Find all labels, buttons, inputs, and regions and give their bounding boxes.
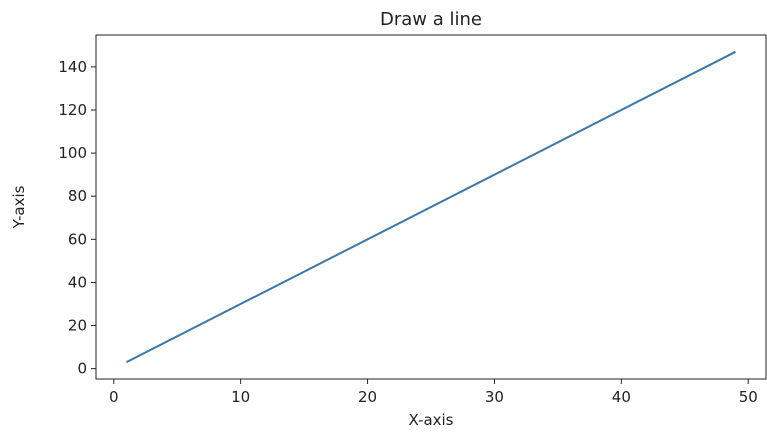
plot-area [125, 50, 737, 364]
y-tick-label: 40 [68, 273, 87, 291]
x-tick-label: 40 [612, 388, 631, 406]
y-axis-label: Y-axis [10, 185, 28, 229]
y-tick-label: 0 [77, 360, 87, 378]
x-tick-label: 50 [739, 388, 758, 406]
y-axis-ticks: 0 20 40 60 80 100 120 140 [58, 58, 96, 378]
x-axis-label: X-axis [409, 411, 454, 429]
y-tick-label: 20 [68, 317, 87, 335]
x-axis-ticks: 0 10 20 30 40 50 [109, 379, 758, 406]
y-tick-label: 100 [58, 144, 87, 162]
series-line [125, 50, 737, 364]
y-tick-label: 140 [58, 58, 87, 76]
plot-frame [95, 34, 767, 380]
x-tick-label: 20 [358, 388, 377, 406]
y-tick-label: 60 [68, 230, 87, 248]
x-tick-label: 30 [485, 388, 504, 406]
x-tick-label: 10 [231, 388, 250, 406]
chart-title: Draw a line [380, 9, 482, 30]
x-tick-label: 0 [109, 388, 119, 406]
y-tick-label: 80 [68, 187, 87, 205]
y-tick-label: 120 [58, 101, 87, 119]
